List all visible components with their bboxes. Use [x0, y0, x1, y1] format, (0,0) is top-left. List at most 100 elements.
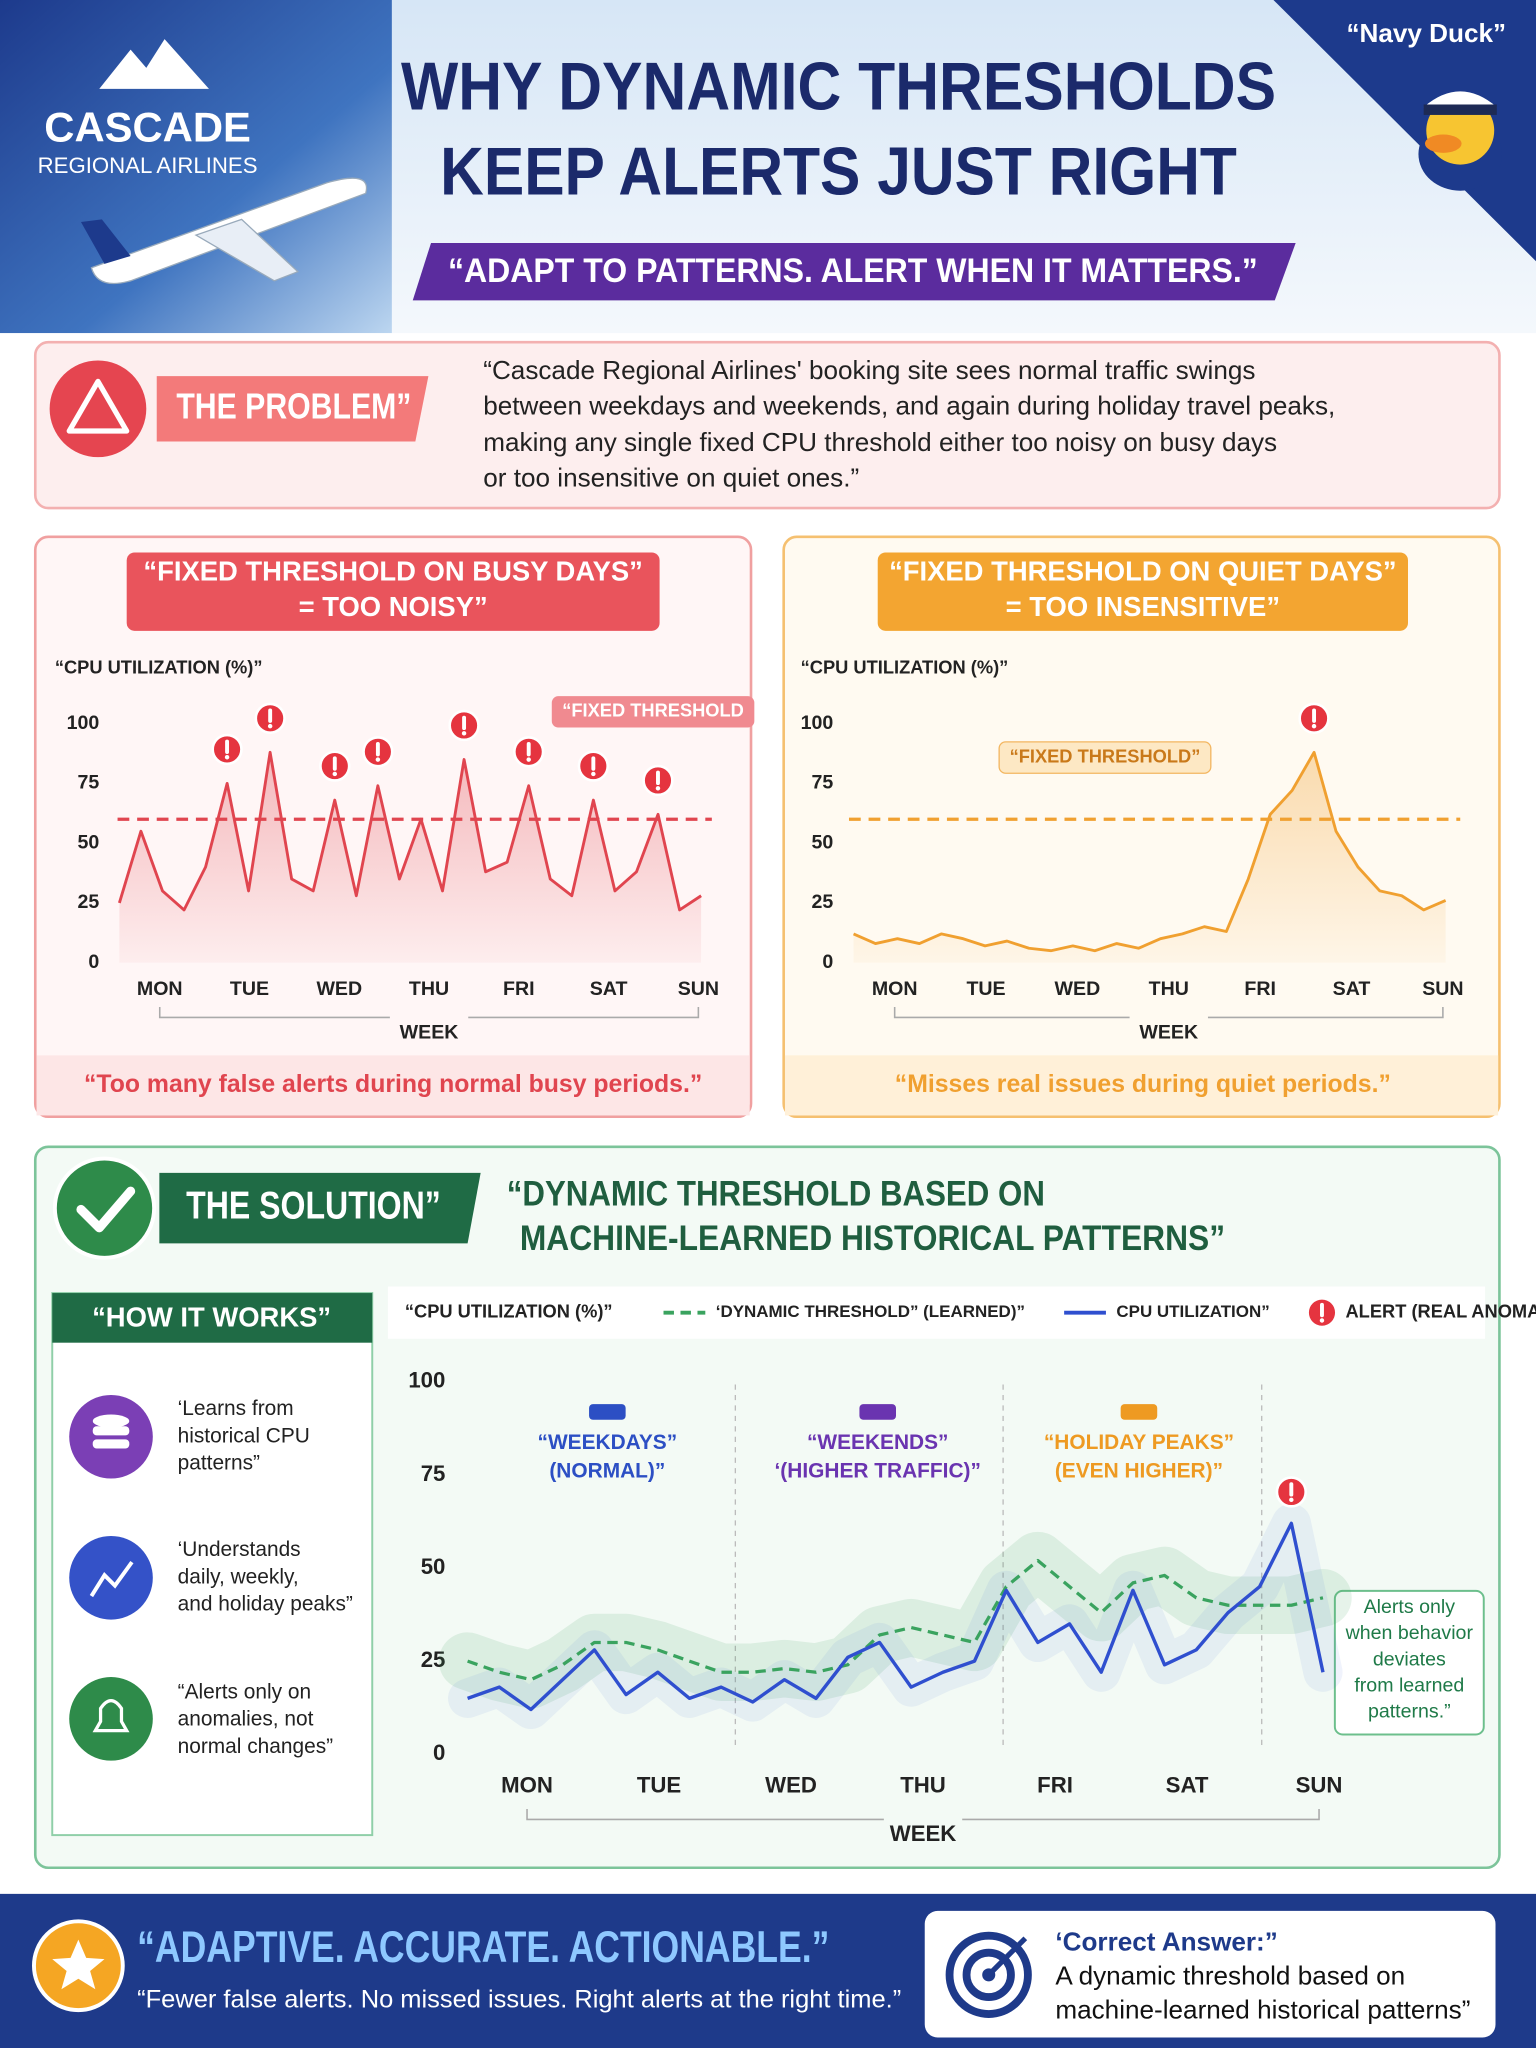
target-icon	[945, 1931, 1032, 2018]
slogan-sub: “Fewer false alerts. No missed issues. R…	[137, 1987, 901, 2014]
x-tick-label: TUE	[637, 1773, 681, 1798]
mascot-name: “Navy Duck”	[1346, 18, 1506, 48]
item-text: daily, weekly,	[178, 1565, 299, 1588]
alert-icon	[362, 736, 394, 768]
x-tick-label: MON	[501, 1773, 553, 1798]
item-icon	[69, 1677, 153, 1761]
annotation: patterns.”	[1368, 1700, 1451, 1722]
alert-icon	[1306, 1296, 1338, 1329]
y-tick-label: 50	[77, 831, 99, 853]
check-glyph	[76, 1186, 136, 1233]
threshold-label-bg	[998, 741, 1212, 774]
alert-dot	[1289, 1497, 1294, 1503]
annotation: deviates	[1373, 1648, 1446, 1670]
x-tick-label: SUN	[1422, 978, 1463, 1000]
problem-label: THE PROBLEM”	[176, 385, 411, 426]
problem-text: or too insensitive on quiet ones.”	[483, 462, 859, 492]
region-label: (NORMAL)”	[549, 1460, 665, 1483]
week-bracket	[526, 1808, 1320, 1821]
title: KEEP ALERTS JUST RIGHT	[440, 134, 1237, 209]
brand: CASCADE	[44, 104, 251, 151]
problem-text: “Cascade Regional Airlines' booking site…	[483, 355, 1255, 385]
alert-dot	[267, 723, 273, 729]
series-line	[852, 750, 1447, 953]
x-tick-label: FRI	[1244, 978, 1276, 1000]
alert-dot	[224, 755, 230, 760]
logo	[99, 39, 209, 89]
alert-dot	[332, 771, 338, 777]
y-tick-label: 50	[421, 1554, 446, 1579]
alert-dot	[461, 731, 467, 736]
x-tick-label: WED	[1055, 978, 1101, 1000]
y-axis-label: “CPU UTILIZATION (%)”	[801, 657, 1009, 678]
x-tick-label: THU	[409, 978, 449, 1000]
y-tick-label: 100	[408, 1368, 445, 1393]
alert-icon	[513, 736, 545, 768]
item-icon	[69, 1536, 153, 1620]
y-tick-label: 0	[822, 951, 833, 973]
region-label: “WEEKDAYS”	[538, 1431, 678, 1454]
x-tick-label: SAT	[1166, 1773, 1209, 1798]
caption: “Too many false alerts during normal bus…	[84, 1071, 702, 1098]
problem-text: making any single fixed CPU threshold ei…	[483, 427, 1277, 457]
answer-box	[924, 1910, 1496, 2038]
week-bracket	[158, 1007, 700, 1019]
item-text: anomalies, not	[178, 1708, 314, 1731]
region-label: (EVEN HIGHER)”	[1055, 1460, 1223, 1483]
solution-label: THE SOLUTION”	[186, 1185, 441, 1228]
x-tick-label: FRI	[1037, 1773, 1073, 1798]
item-text: ‘Understands	[178, 1538, 301, 1561]
item-text: normal changes”	[178, 1735, 334, 1758]
panel	[782, 535, 1501, 1119]
brand-sub: REGIONAL AIRLINES	[38, 153, 258, 178]
duck	[1418, 91, 1503, 191]
star-glyph	[52, 1939, 105, 1990]
x-tick-label: TUE	[966, 978, 1005, 1000]
threshold-label: “FIXED THRESHOLD”	[1010, 745, 1201, 766]
threshold-line	[467, 1558, 1324, 1682]
chart-title-banner	[126, 552, 660, 631]
x-tick-label: SUN	[1296, 1773, 1343, 1798]
solution-heading: MACHINE-LEARNED HISTORICAL PATTERNS”	[520, 1219, 1225, 1258]
y-tick-label: 25	[421, 1647, 446, 1672]
threshold-label-bg	[551, 696, 755, 728]
annotation: Alerts only	[1364, 1596, 1456, 1618]
chart-glyph	[89, 1560, 134, 1598]
y-tick-label: 0	[433, 1740, 445, 1765]
x-tick-label: WED	[316, 978, 362, 1000]
y-tick-label: 75	[812, 772, 834, 794]
solution-heading: “DYNAMIC THRESHOLD BASED ON	[507, 1175, 1045, 1214]
y-tick-label: 75	[421, 1461, 446, 1486]
x-tick-label: FRI	[503, 978, 535, 1000]
tagline-banner	[412, 242, 1296, 301]
caption: “Misses real issues during quiet periods…	[895, 1071, 1391, 1098]
threshold-label: “FIXED THRESHOLD	[562, 700, 744, 721]
answer-label: ‘Correct Answer:”	[1055, 1926, 1277, 1956]
y-tick-label: 100	[801, 712, 834, 734]
bell-glyph	[92, 1698, 130, 1733]
tagline: “ADAPT TO PATTERNS. ALERT WHEN IT MATTER…	[448, 252, 1258, 290]
region-icon	[589, 1404, 626, 1420]
y-tick-label: 25	[812, 891, 834, 913]
alert-dot	[1319, 1318, 1325, 1323]
item-text: historical CPU	[178, 1424, 310, 1447]
alert-dot	[591, 771, 596, 777]
alert-dot	[1311, 723, 1317, 729]
y-tick-label: 100	[67, 712, 100, 734]
chart-title: = TOO NOISY”	[299, 591, 488, 622]
item-text: “Alerts only on	[178, 1680, 311, 1703]
warning-glyph	[66, 378, 130, 434]
title: WHY DYNAMIC THRESHOLDS	[401, 49, 1276, 124]
chart-title: “FIXED THRESHOLD ON BUSY DAYS”	[143, 556, 642, 587]
x-tick-label: SUN	[678, 978, 719, 1000]
y-tick-label: 25	[77, 891, 99, 913]
area	[853, 752, 1446, 963]
x-tick-label: TUE	[230, 978, 269, 1000]
answer-text: machine-learned historical patterns”	[1055, 1994, 1470, 2024]
annotation-box	[1333, 1589, 1485, 1736]
x-tick-label: WED	[765, 1773, 817, 1798]
brand-panel	[0, 0, 392, 334]
alert-dot	[655, 786, 661, 791]
item-icon	[69, 1394, 153, 1479]
x-tick-label: THU	[1149, 978, 1189, 1000]
